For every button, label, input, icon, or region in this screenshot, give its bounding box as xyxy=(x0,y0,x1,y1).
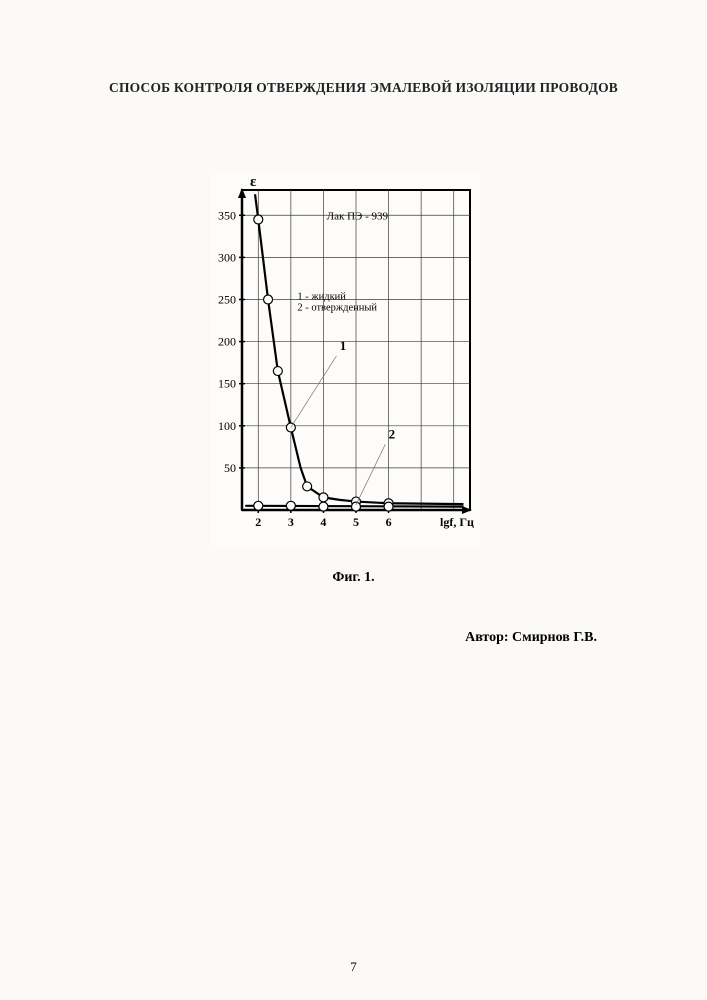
svg-text:4: 4 xyxy=(320,515,326,529)
figure-chart: 50 100 150 200 250 300 350 2 3 4 5 6 ε lgf, Гц Лак ПЭ … xyxy=(210,170,480,555)
svg-text:lgf, Гц: lgf, Гц xyxy=(440,515,474,529)
svg-text:5: 5 xyxy=(353,515,359,529)
svg-text:2 - отвержденный: 2 - отвержденный xyxy=(297,302,377,313)
svg-text:1: 1 xyxy=(340,338,347,353)
svg-text:250: 250 xyxy=(218,292,236,306)
svg-text:200: 200 xyxy=(218,335,236,349)
author-line: Автор: Смирнов Г.В. xyxy=(465,630,597,646)
svg-text:2: 2 xyxy=(389,426,396,441)
page-number: 7 xyxy=(0,959,707,975)
svg-text:350: 350 xyxy=(218,208,236,222)
page-title: СПОСОБ КОНТРОЛЯ ОТВЕРЖДЕНИЯ ЭМАЛЕВОЙ ИЗО… xyxy=(60,80,667,96)
svg-text:50: 50 xyxy=(224,461,236,475)
svg-text:3: 3 xyxy=(288,515,294,529)
svg-text:300: 300 xyxy=(218,250,236,264)
svg-text:2: 2 xyxy=(255,515,261,529)
svg-text:6: 6 xyxy=(386,515,392,529)
figure-caption: Фиг. 1. xyxy=(0,570,707,586)
svg-text:ε: ε xyxy=(250,174,257,190)
svg-text:1 - жидкий: 1 - жидкий xyxy=(297,291,346,302)
chart-svg: 50 100 150 200 250 300 350 2 3 4 5 6 ε lgf, Гц Лак ПЭ … xyxy=(210,170,480,550)
page: СПОСОБ КОНТРОЛЯ ОТВЕРЖДЕНИЯ ЭМАЛЕВОЙ ИЗО… xyxy=(0,0,707,1000)
svg-text:150: 150 xyxy=(218,377,236,391)
svg-text:100: 100 xyxy=(218,419,236,433)
svg-text:Лак ПЭ - 939: Лак ПЭ - 939 xyxy=(327,210,389,222)
